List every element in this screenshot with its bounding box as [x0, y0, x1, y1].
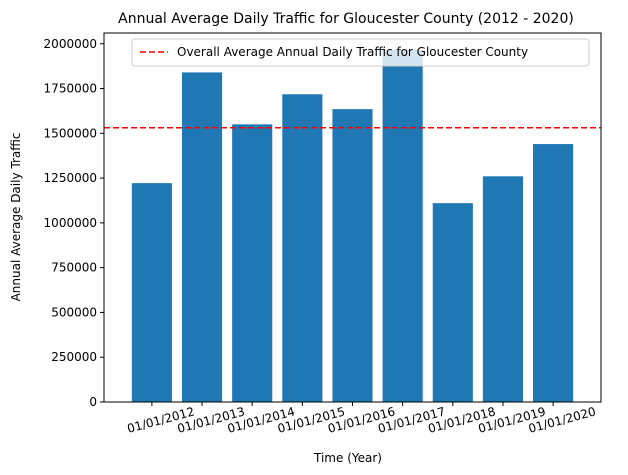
- y-tick-label: 1500000: [44, 126, 97, 140]
- bar-01-01-2018: [432, 203, 473, 402]
- y-tick-label: 1750000: [44, 82, 97, 96]
- bar-01-01-2020: [533, 144, 574, 402]
- y-tick-label: 0: [89, 395, 97, 409]
- bar-01-01-2019: [482, 176, 524, 402]
- bar-01-01-2013: [181, 72, 223, 402]
- legend: Overall Average Annual Daily Traffic for…: [131, 38, 590, 67]
- y-axis: 0 250000 500000 750000 1000000 1250000 1500000…: [44, 37, 104, 409]
- y-tick-label: 2000000: [44, 37, 97, 51]
- y-tick-label: 750000: [51, 261, 97, 275]
- x-axis-label: Time (Year): [313, 451, 382, 465]
- legend-frame: [131, 38, 590, 67]
- bar-01-01-2016: [332, 109, 373, 402]
- x-axis: 01/01/201201/01/201301/01/201401/01/2015…: [126, 402, 597, 436]
- y-tick-label: 250000: [51, 350, 97, 364]
- y-tick-label: 1250000: [44, 171, 97, 185]
- bar-01-01-2012: [131, 183, 172, 402]
- legend-entry-label: Overall Average Annual Daily Traffic for…: [177, 45, 528, 59]
- y-tick-label: 1000000: [44, 216, 97, 230]
- y-axis-label: Annual Average Daily Traffic: [9, 133, 23, 302]
- bars-group: [131, 50, 574, 403]
- y-tick-label: 500000: [51, 305, 97, 319]
- bar-01-01-2015: [282, 94, 323, 402]
- bar-01-01-2017: [382, 50, 423, 403]
- bar-01-01-2014: [232, 124, 273, 402]
- chart-title: Annual Average Daily Traffic for Glouces…: [118, 11, 574, 27]
